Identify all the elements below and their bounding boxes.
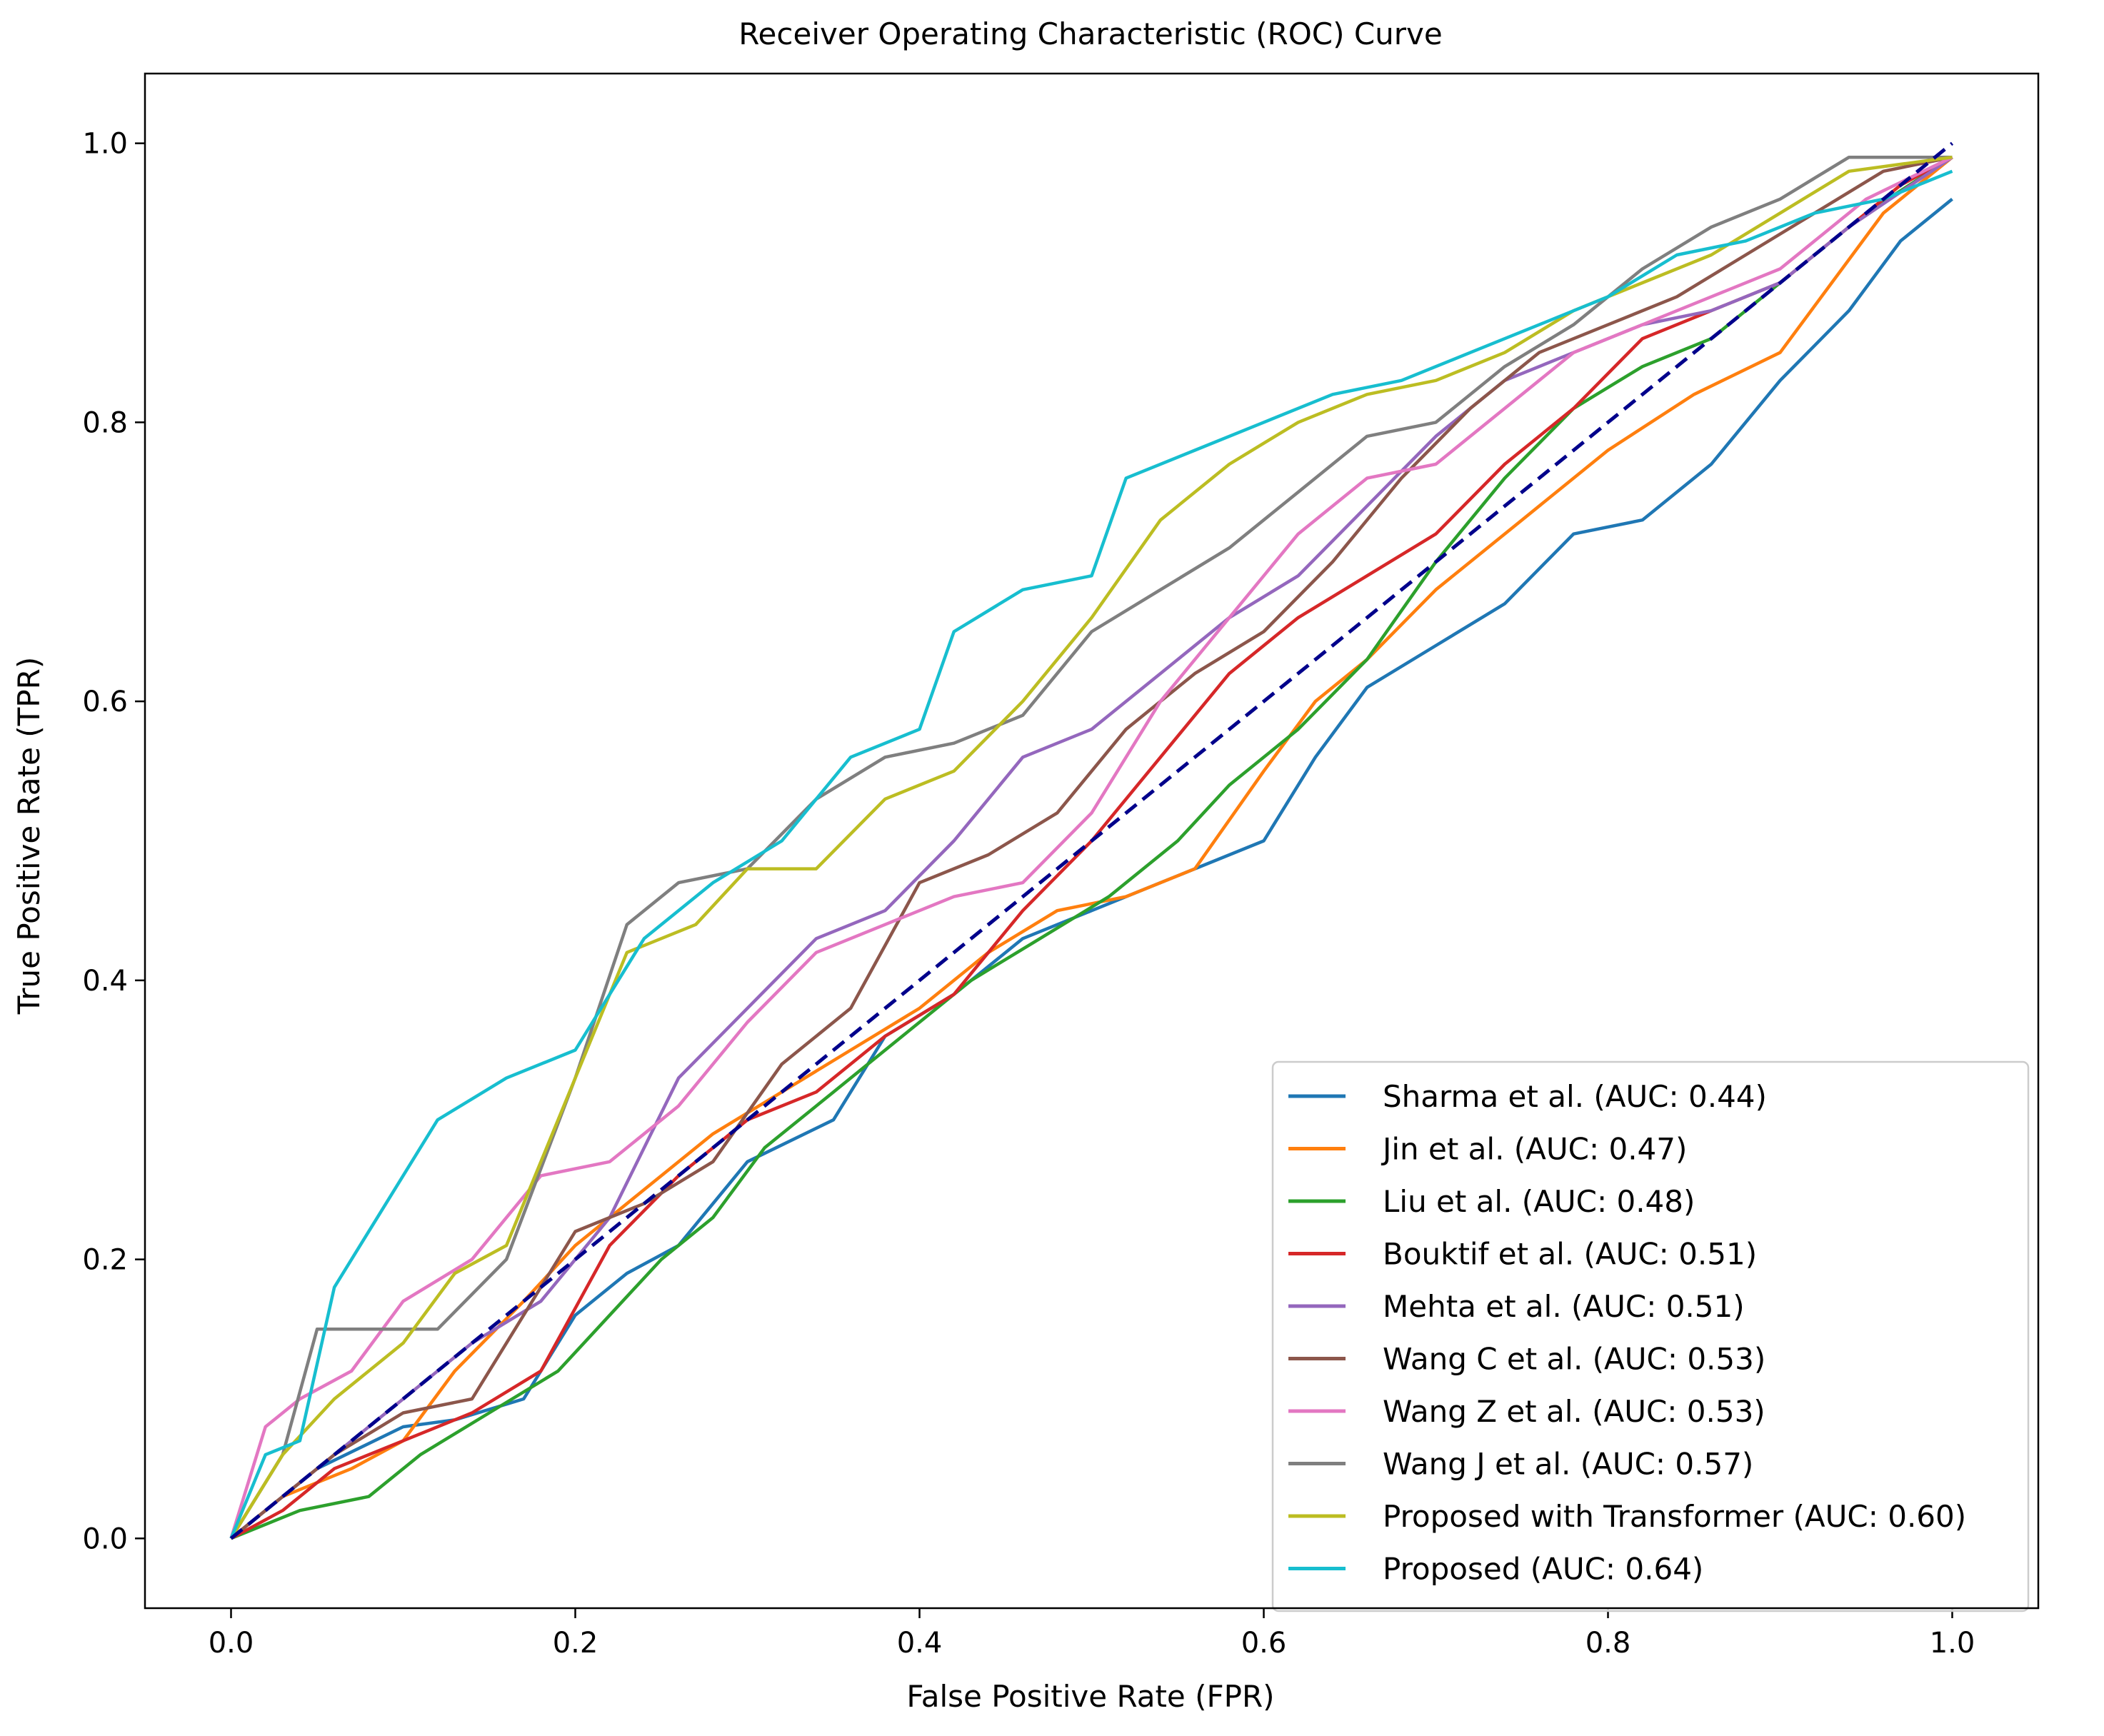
x-axis: 0.0 0.2 0.4 0.6 0.8 1.0 <box>209 1608 1975 1660</box>
y-axis-label: True Positive Rate (TPR) <box>11 657 46 1015</box>
legend-label-wang-z-et-al-: Wang Z et al. (AUC: 0.53) <box>1383 1394 1765 1429</box>
series-jin-et-al--line <box>230 156 1953 1540</box>
legend-label-mehta-et-al-: Mehta et al. (AUC: 0.51) <box>1383 1289 1745 1324</box>
axes-frame <box>144 72 2040 1610</box>
legend-label-wang-c-et-al-: Wang C et al. (AUC: 0.53) <box>1383 1342 1765 1377</box>
series-proposed-with-transformer-line <box>229 155 1953 1540</box>
y-tick-label: 0.0 <box>82 1522 128 1555</box>
y-tick-label: 0.2 <box>82 1244 128 1277</box>
x-tick-label: 1.0 <box>1930 1627 1975 1660</box>
y-tick-label: 0.6 <box>82 686 128 718</box>
x-tick-label: 0.2 <box>553 1627 598 1660</box>
series-proposed-line <box>229 169 1953 1540</box>
legend-label-liu-et-al-: Liu et al. (AUC: 0.48) <box>1383 1184 1695 1219</box>
x-tick-label: 0.6 <box>1241 1627 1287 1660</box>
y-tick-label: 0.8 <box>82 406 128 439</box>
legend-box <box>1271 1060 2030 1612</box>
x-tick-label: 0.8 <box>1585 1627 1631 1660</box>
y-tick-label: 1.0 <box>82 128 128 161</box>
x-axis-label: False Positive Rate (FPR) <box>906 1679 1274 1714</box>
legend-label-bouktif-et-al-: Bouktif et al. (AUC: 0.51) <box>1383 1237 1757 1272</box>
legend: Sharma et al. (AUC: 0.44) Jin et al. (AUC… <box>1271 1060 2030 1612</box>
series-liu-et-al--line <box>230 156 1953 1540</box>
series-wang-c-et-al--line <box>230 155 1953 1540</box>
plot-area <box>229 141 1954 1540</box>
x-tick-label: 0.0 <box>209 1627 254 1660</box>
y-axis: 0.0 0.2 0.4 0.6 0.8 1.0 <box>82 128 145 1555</box>
y-tick-label: 0.4 <box>82 965 128 998</box>
legend-label-jin-et-al-: Jin et al. (AUC: 0.47) <box>1381 1132 1687 1167</box>
legend-label-proposed-with-transformer: Proposed with Transformer (AUC: 0.60) <box>1383 1499 1966 1534</box>
chance-diagonal-line <box>229 141 1954 1540</box>
legend-label-sharma-et-al-: Sharma et al. (AUC: 0.44) <box>1383 1079 1767 1114</box>
x-tick-label: 0.4 <box>897 1627 943 1660</box>
legend-label-wang-j-et-al-: Wang J et al. (AUC: 0.57) <box>1383 1447 1753 1482</box>
legend-label-proposed: Proposed (AUC: 0.64) <box>1383 1552 1703 1587</box>
chart-title: Receiver Operating Characteristic (ROC) … <box>738 16 1442 51</box>
series-wang-j-et-al--line <box>229 155 1953 1540</box>
series-wang-z-et-al--line <box>229 156 1953 1539</box>
series-sharma-et-al--line <box>230 198 1953 1540</box>
